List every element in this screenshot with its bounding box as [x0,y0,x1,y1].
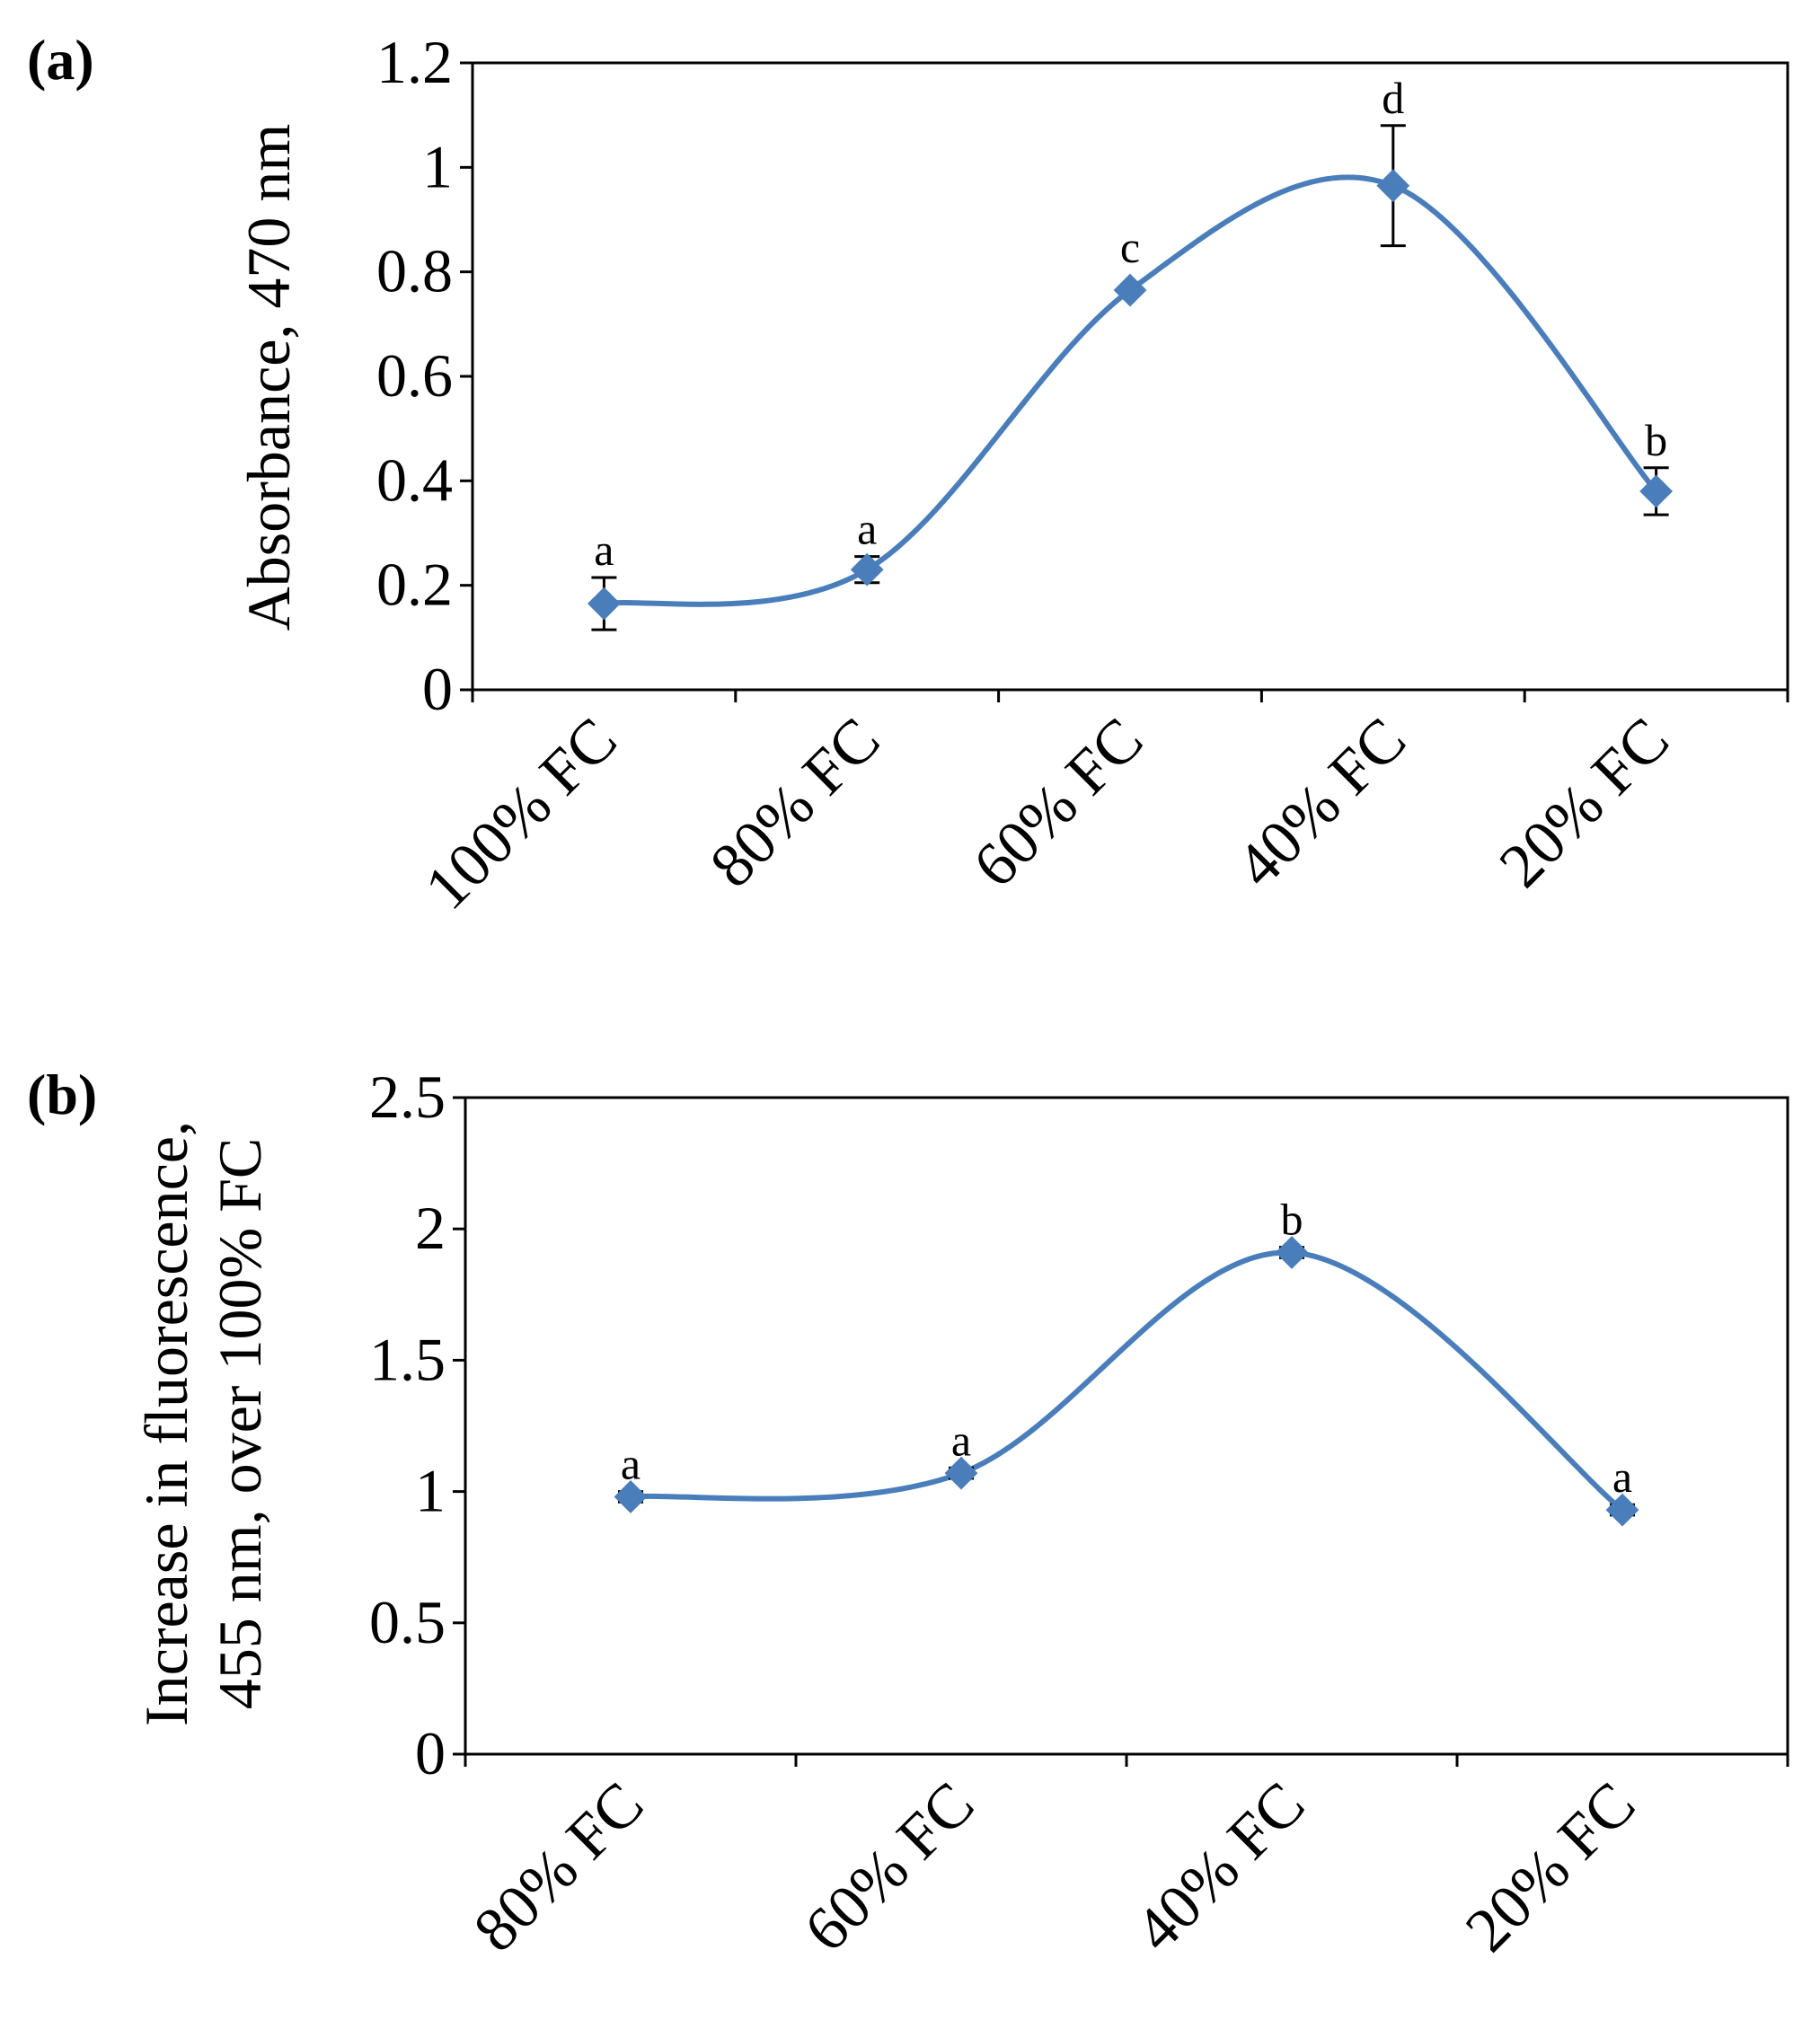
y-tick-label: 1 [422,132,453,200]
significance-label: b [1281,1195,1303,1245]
x-tick-label: 40% FC [1224,705,1419,901]
y-axis-title: Absorbance, 470 nm [234,124,303,631]
y-tick-label: 0.5 [369,1588,446,1656]
significance-label: a [621,1439,641,1489]
significance-label: c [1120,222,1140,272]
significance-label: b [1645,415,1667,465]
chart-panel-a: 0 0.2 0.4 0.6 0.8 1 1.2 100% FC 80% FC 60% FC 40% … [27,28,1789,923]
plot-frame [471,61,1789,692]
significance-label: a [951,1415,971,1465]
y-tick-label: 1.2 [376,28,453,96]
y-tick-label: 2.5 [369,1063,446,1131]
x-tick-label: 60% FC [791,1769,987,1965]
y-tick-label: 2 [415,1194,446,1262]
x-tick-label: 80% FC [697,705,893,901]
y-tick-label: 1.5 [369,1325,446,1393]
panel-label: (b) [27,1063,97,1126]
chart-panel-b: 0 0.5 1 1.5 2 2.5 80% FC 60% FC 40% FC 20% FC a a b a… [27,1063,1789,1965]
data-point-marker [944,1456,978,1490]
y-tick-label: 0.8 [376,237,453,305]
y-axis-title-line: Increase in fluorescence, [132,1121,200,1726]
plot-frame [464,1096,1789,1756]
significance-label: d [1382,73,1404,123]
data-point-marker [850,552,884,587]
significance-label: a [857,504,877,554]
significance-label: a [1612,1451,1632,1502]
y-tick-label: 0.4 [376,445,453,514]
significance-label: a [594,525,614,575]
series-line [628,1249,1625,1513]
x-tick-label: 80% FC [461,1769,657,1965]
x-tick-label: 20% FC [1453,1769,1648,1965]
x-tick-label: 20% FC [1487,705,1683,901]
data-point-marker [1376,169,1410,203]
data-point-marker [1275,1236,1309,1269]
y-tick-label: 0 [422,655,453,723]
data-point-marker [587,587,621,621]
y-axis-title-line: 455 nm, over 100% FC [206,1138,274,1710]
y-tick-label: 0.2 [376,551,453,619]
y-tick-label: 0 [415,1719,446,1787]
x-tick-label: 100% FC [412,705,631,923]
x-tick-label: 60% FC [960,705,1156,901]
panel-label: (a) [27,28,94,92]
y-tick-label: 1 [415,1457,446,1525]
data-point-marker [614,1480,648,1513]
y-tick-label: 0.6 [376,341,453,410]
data-point-marker [1605,1493,1639,1527]
data-point-marker [1639,474,1674,508]
data-point-marker [1113,273,1147,307]
x-tick-label: 40% FC [1122,1769,1318,1965]
